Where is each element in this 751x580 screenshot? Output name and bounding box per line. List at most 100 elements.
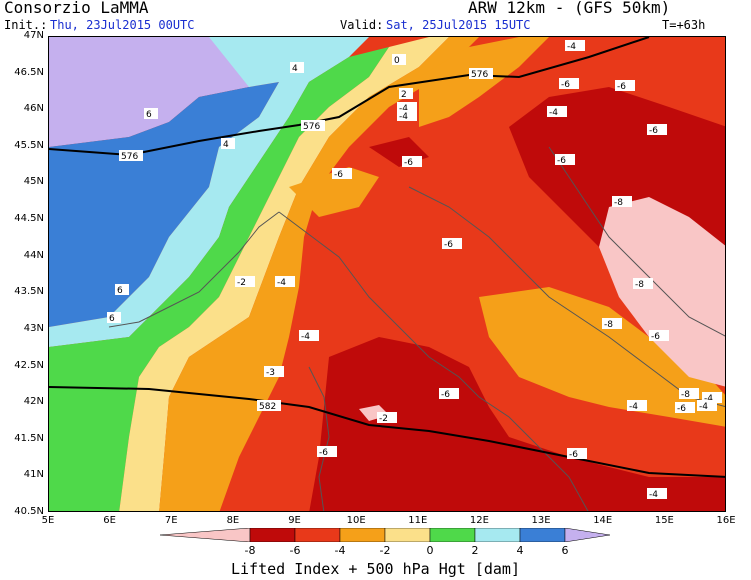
init-label: Init.: — [4, 18, 48, 32]
contour-label-box — [107, 312, 121, 323]
field-minus4-minus2-center — [289, 167, 379, 217]
legend-swatch — [474, 528, 521, 542]
field-2-4 — [49, 37, 369, 347]
height-label-box — [119, 150, 143, 161]
valid-value: Sat, 25Jul2015 15UTC — [386, 18, 531, 32]
legend-swatch — [294, 528, 341, 542]
contour-label-box — [439, 388, 459, 399]
contour-label-box — [442, 238, 462, 249]
longitude-label: 15E — [654, 515, 674, 526]
legend-tick-label: -2 — [379, 544, 391, 557]
legend-tick-label: -6 — [289, 544, 301, 557]
contour-labels: -4 -6 -6 -4 -6 -6 -6 -8 -8 -6 -4 -6 -4 -6 -8 -6 -8 -4 -6 -4… — [107, 40, 722, 500]
contour-label-box — [615, 80, 635, 91]
contour-label-box — [702, 392, 722, 403]
legend-swatch — [249, 528, 296, 542]
contour-label-box — [264, 366, 284, 377]
field-minus2-0 — [119, 37, 449, 511]
longitude-label: 8E — [226, 515, 240, 526]
contour-label: -6 — [441, 390, 450, 400]
legend-tick-label: -8 — [244, 544, 256, 557]
latitude-label: 46.5N — [14, 66, 44, 78]
contour-label-box — [221, 138, 235, 149]
legend-tick-label: 6 — [561, 544, 569, 557]
coastlines — [108, 146, 725, 511]
field-minus8-minus6-tyrrhenian — [309, 337, 725, 511]
contour-label: -4 — [301, 332, 310, 342]
longitude-label: 12E — [469, 515, 489, 526]
contour-label: -6 — [557, 156, 566, 166]
legend-tick-label: 2 — [471, 544, 479, 557]
contour-label-box — [144, 108, 158, 119]
legend-swatch — [564, 528, 610, 542]
longitude-label: 10E — [346, 515, 366, 526]
legend-tick-label: 4 — [516, 544, 524, 557]
contour-label: -4 — [704, 394, 713, 404]
contour-label-box — [377, 412, 397, 423]
contour-label: 0 — [394, 56, 400, 66]
latitude-label: 47N — [23, 30, 44, 41]
contour-label: -6 — [561, 80, 570, 90]
contour-label: -6 — [319, 448, 328, 458]
contour-label: -8 — [635, 280, 644, 290]
contour-label: -4 — [399, 104, 408, 114]
contour-label: -4 — [649, 490, 658, 500]
organization-title: Consorzio LaMMA — [4, 0, 149, 17]
latitude-label: 40.5N — [14, 506, 44, 517]
contour-label: -6 — [651, 332, 660, 342]
contour-label-box — [633, 278, 653, 289]
contour-label: -6 — [649, 126, 658, 136]
contour-label-box — [115, 284, 129, 295]
field-lt-minus8 — [599, 197, 725, 387]
contour-label: -6 — [404, 158, 413, 168]
latitude-label: 45N — [23, 176, 44, 188]
contour-label-box — [675, 402, 695, 413]
contour-label: 4 — [223, 140, 229, 150]
contour-label-box — [612, 196, 632, 207]
contour-label-box — [399, 88, 413, 99]
contour-label-box — [392, 54, 406, 65]
legend-swatch — [160, 528, 251, 542]
contour-label-box — [679, 388, 699, 399]
legend-title: Lifted Index + 500 hPa Hgt [dam] — [231, 560, 520, 578]
contour-label: -4 — [399, 112, 408, 122]
contour-label: -6 — [617, 82, 626, 92]
contour-label: 6 — [117, 286, 123, 296]
contour-label: -4 — [567, 42, 576, 52]
height-contours — [49, 37, 725, 478]
weather-map: -4 -6 -6 -4 -6 -6 -6 -8 -8 -6 -4 -6 -4 -6 -8 -6 -8 -4 -6 -4… — [48, 36, 726, 512]
longitude-label: 16E — [716, 515, 736, 526]
longitude-label: 9E — [288, 515, 301, 526]
contour-label-box — [317, 446, 337, 457]
height-label: 582 — [259, 402, 276, 412]
contour-label: -6 — [677, 404, 686, 414]
height-label-box — [257, 400, 281, 411]
contour-label-box — [627, 400, 647, 411]
lifted-index-field: -4 -6 -6 -4 -6 -6 -6 -8 -8 -6 -4 -6 -4 -6 -8 -6 -8 -4 -6 -4… — [49, 37, 725, 511]
longitude-label: 6E — [103, 515, 116, 526]
legend-tick-label: -4 — [334, 544, 346, 557]
contour-label: -3 — [266, 368, 275, 378]
height-label-box — [469, 68, 493, 79]
contour-label-box — [559, 78, 579, 89]
contour-label-box — [397, 110, 417, 121]
legend-swatch — [429, 528, 476, 542]
contour-label-box — [567, 448, 587, 459]
model-label: ARW 12km - (GFS 50km) — [468, 0, 671, 17]
lead-time: T=+63h — [662, 18, 706, 32]
contour-label-box — [547, 106, 567, 117]
contour-label-box — [402, 156, 422, 167]
contour-label: -2 — [237, 278, 246, 288]
contour-label: 6 — [146, 110, 152, 120]
contour-label: 2 — [401, 90, 407, 100]
height-labels: 576 576 576 582 — [119, 68, 493, 412]
longitude-label: 11E — [408, 515, 428, 526]
contour-label-box — [275, 276, 295, 287]
latitude-label: 42.5N — [14, 359, 44, 371]
latitude-label: 43N — [23, 322, 44, 334]
contour-label-box — [565, 40, 585, 51]
field-minus4-minus2-north — [419, 37, 549, 127]
field-minus4-minus2-west — [159, 37, 479, 511]
contour-label: 4 — [292, 64, 298, 74]
contour-label: -8 — [614, 198, 623, 208]
